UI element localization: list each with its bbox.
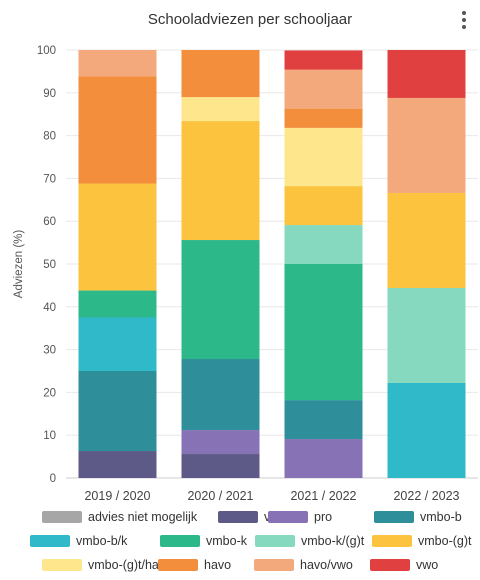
x-tick-label: 2019 / 2020 [84, 489, 150, 503]
y-tick-label: 40 [43, 302, 56, 314]
bar-segment[interactable] [78, 371, 157, 452]
bar-segment[interactable] [284, 225, 363, 264]
legend-item[interactable]: vmbo-(g)t [372, 534, 471, 548]
y-tick-label: 60 [43, 216, 56, 228]
menu-dot [462, 25, 466, 29]
bar-segment[interactable] [284, 439, 363, 478]
bar-segment[interactable] [78, 317, 157, 372]
y-tick-label: 30 [43, 345, 56, 357]
legend-swatch [255, 535, 295, 547]
y-tick-label: 0 [50, 473, 56, 485]
legend-swatch [160, 535, 200, 547]
legend-label: vmbo-k [206, 534, 247, 548]
y-tick-label: 50 [43, 259, 56, 271]
y-tick-label: 10 [43, 430, 56, 442]
legend-swatch [374, 511, 414, 523]
bar-segment[interactable] [78, 183, 157, 291]
bar-segment[interactable] [181, 121, 260, 241]
chart-menu-button[interactable] [454, 8, 474, 32]
legend-item[interactable]: vmbo-b/k [30, 534, 127, 548]
legend-item[interactable]: vmbo-k [160, 534, 247, 548]
bar-segment[interactable] [181, 240, 260, 360]
bar-segment[interactable] [78, 76, 157, 184]
bar-segment[interactable] [181, 430, 260, 455]
y-tick-label: 20 [43, 387, 56, 399]
bar-segment[interactable] [181, 454, 260, 478]
legend-swatch [370, 559, 410, 571]
legend-label: havo/vwo [300, 558, 353, 572]
legend-item[interactable]: vwo [370, 558, 438, 572]
legend-label: vmbo-b/k [76, 534, 128, 548]
x-tick-label: 2020 / 2021 [187, 489, 253, 503]
bar-segment[interactable] [284, 50, 363, 70]
bar-segment[interactable] [284, 400, 363, 440]
y-tick-label: 100 [37, 45, 56, 57]
bar-segment[interactable] [181, 97, 260, 122]
bar-segment[interactable] [78, 451, 157, 478]
legend-swatch [218, 511, 258, 523]
bar-segment[interactable] [181, 359, 260, 431]
legend-swatch [254, 559, 294, 571]
legend-swatch [372, 535, 412, 547]
legend-swatch [42, 511, 82, 523]
y-axis-label: Adviezen (%) [13, 230, 25, 299]
legend-label: pro [314, 510, 333, 524]
legend-item[interactable]: advies niet mogelijk [42, 510, 197, 524]
legend-item[interactable]: havo/vwo [254, 558, 353, 572]
legend-label: vmbo-k/(g)t [301, 534, 365, 548]
legend-swatch [42, 559, 82, 571]
legend-swatch [268, 511, 308, 523]
bar-segment[interactable] [284, 264, 363, 401]
bar-segment[interactable] [387, 50, 466, 98]
legend-item[interactable]: havo [158, 558, 231, 572]
legend-label: vmbo-b [420, 510, 462, 524]
bar-segment[interactable] [284, 186, 363, 226]
legend-label: havo [204, 558, 232, 572]
bar-layer [78, 50, 466, 478]
bar-segment[interactable] [284, 127, 363, 187]
menu-dot [462, 18, 466, 22]
legend-swatch [30, 535, 70, 547]
bar-segment[interactable] [78, 50, 157, 77]
more-vertical-icon [462, 11, 466, 15]
legend-label: vmbo-(g)t/havo [88, 558, 173, 572]
bar-segment[interactable] [387, 97, 466, 193]
bar-segment[interactable] [181, 50, 260, 98]
x-tick-label: 2021 / 2022 [290, 489, 356, 503]
chart-title: Schooladviezen per schooljaar [148, 11, 352, 28]
y-tick-labels: 0 10 20 30 40 50 60 70 80 90 100 [37, 45, 56, 485]
y-tick-label: 90 [43, 88, 56, 100]
legend-item[interactable]: vmbo-k/(g)t [255, 534, 364, 548]
legend-swatch [158, 559, 198, 571]
legend-label: vmbo-(g)t [418, 534, 472, 548]
legend-label: vwo [416, 558, 439, 572]
legend-item[interactable]: vmbo-(g)t/havo [42, 558, 172, 572]
y-tick-label: 70 [43, 173, 56, 185]
bar-segment[interactable] [284, 69, 363, 109]
legend-item[interactable]: pro [268, 510, 332, 524]
y-tick-label: 80 [43, 131, 56, 143]
x-tick-labels: 2019 / 2020 2020 / 2021 2021 / 2022 2022 / … [84, 489, 459, 503]
bar-segment[interactable] [387, 287, 466, 383]
bar-segment[interactable] [284, 108, 363, 128]
bar-segment[interactable] [78, 290, 157, 318]
legend-label: advies niet mogelijk [88, 510, 198, 524]
x-tick-label: 2022 / 2023 [393, 489, 459, 503]
legend-item[interactable]: vmbo-b [374, 510, 462, 524]
bar-segment[interactable] [387, 192, 466, 288]
bar-segment[interactable] [387, 382, 466, 478]
